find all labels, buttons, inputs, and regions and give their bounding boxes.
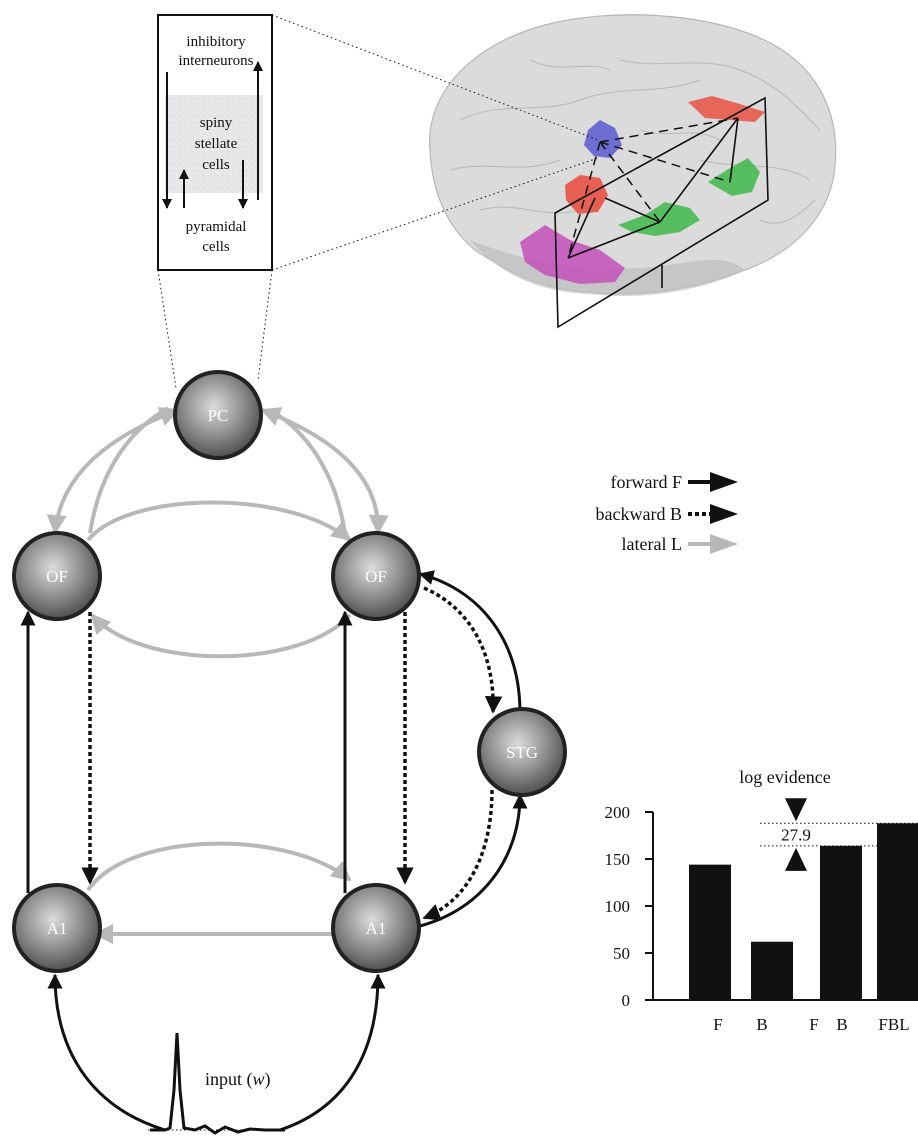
lateral-ofr-ofl-bottom: [90, 613, 352, 659]
y-tick-label: 0: [622, 991, 631, 1010]
legend-backward-arrowhead: [710, 504, 738, 524]
inset-label-top-2: interneurons: [179, 53, 254, 69]
blue-region: [584, 120, 622, 158]
node-a1-left: A1: [12, 883, 102, 973]
node-stg: STG: [477, 707, 567, 797]
forward-stg-ofr: [418, 570, 522, 714]
y-tick-label: 150: [605, 850, 631, 869]
legend-lateral-label: lateral L: [622, 534, 682, 554]
lateral-ofl-ofr-top: [86, 500, 352, 542]
inset-label-bottom-1: pyramidal: [186, 219, 247, 235]
node-of-right: OF: [331, 531, 421, 621]
y-tick-label: 100: [605, 897, 631, 916]
node-of-right-label: OF: [365, 567, 387, 586]
forward-input-a1r: [279, 973, 386, 1132]
legend-forward-arrowhead: [710, 472, 738, 492]
brain-lower-lobe: [470, 240, 745, 296]
y-tick-label: 50: [613, 944, 630, 963]
lateral-pc-ofl-outer: [46, 407, 180, 535]
lateral-pc-ofr-outer: [260, 407, 389, 535]
node-a1-left-label: A1: [47, 919, 68, 938]
lateral-pc-ofr-inner: [269, 408, 347, 534]
network-frame: [554, 96, 769, 329]
input-waveform: [150, 1032, 285, 1135]
red-region-upper: [688, 96, 765, 122]
chart-title: log evidence: [739, 767, 830, 787]
bar: [689, 864, 731, 1000]
backward-connections: [81, 586, 503, 921]
inset-arrows: [162, 61, 263, 209]
red-region-lower: [565, 175, 608, 214]
bar: [751, 941, 793, 1000]
node-a1-right: A1: [331, 883, 421, 973]
category-label: B: [756, 1015, 767, 1034]
annotation-value: 27.9: [781, 826, 811, 845]
bar: [820, 845, 862, 1000]
node-of-left: OF: [12, 531, 102, 621]
legend-forward-label: forward F: [611, 472, 682, 492]
column-inset: inhibitory interneurons spiny stellate c…: [157, 14, 273, 271]
legend-lateral-arrowhead: [710, 534, 738, 554]
category-label: F: [713, 1015, 722, 1034]
inset-label-top-1: inhibitory: [186, 34, 246, 50]
forward-a1r-stg: [419, 793, 528, 928]
forward-input-a1l: [47, 973, 166, 1132]
node-pc-label: PC: [208, 406, 229, 425]
green-region-middle: [618, 202, 700, 236]
legend: forward F backward B lateral L: [596, 472, 738, 554]
node-pc: PC: [173, 370, 263, 460]
inset-label-mid-3: cells: [202, 157, 230, 173]
magenta-region: [520, 225, 625, 284]
network-dashed-links: [567, 117, 739, 259]
inset-label-bottom-2: cells: [202, 239, 230, 255]
input-label: input (w): [205, 1069, 271, 1090]
forward-connections: [20, 570, 528, 1132]
inset-label-mid-1: spiny: [200, 115, 233, 131]
green-region-right: [708, 158, 760, 196]
brain-folds: [449, 59, 821, 224]
legend-backward-label: backward B: [596, 504, 682, 524]
backward-ofr-stg: [423, 586, 503, 714]
category-label: B: [836, 1015, 847, 1034]
bar: [877, 823, 918, 1000]
category-label: FBL: [878, 1015, 909, 1034]
node-of-left-label: OF: [46, 567, 68, 586]
zoom-lines: [157, 14, 599, 389]
backward-stg-a1r: [422, 789, 494, 921]
node-a1-right-label: A1: [366, 919, 387, 938]
node-stg-label: STG: [506, 743, 538, 762]
brain-rendering: [429, 14, 837, 329]
inset-label-mid-2: stellate: [195, 136, 238, 152]
lateral-connections: [46, 406, 389, 944]
annotation-down-arrow: [785, 798, 807, 822]
lateral-pc-ofl-inner: [88, 406, 170, 534]
annotation-up-arrow: [785, 847, 807, 871]
y-tick-label: 200: [605, 803, 631, 822]
category-label: F: [809, 1015, 818, 1034]
lateral-a1l-a1r-top: [86, 841, 352, 892]
